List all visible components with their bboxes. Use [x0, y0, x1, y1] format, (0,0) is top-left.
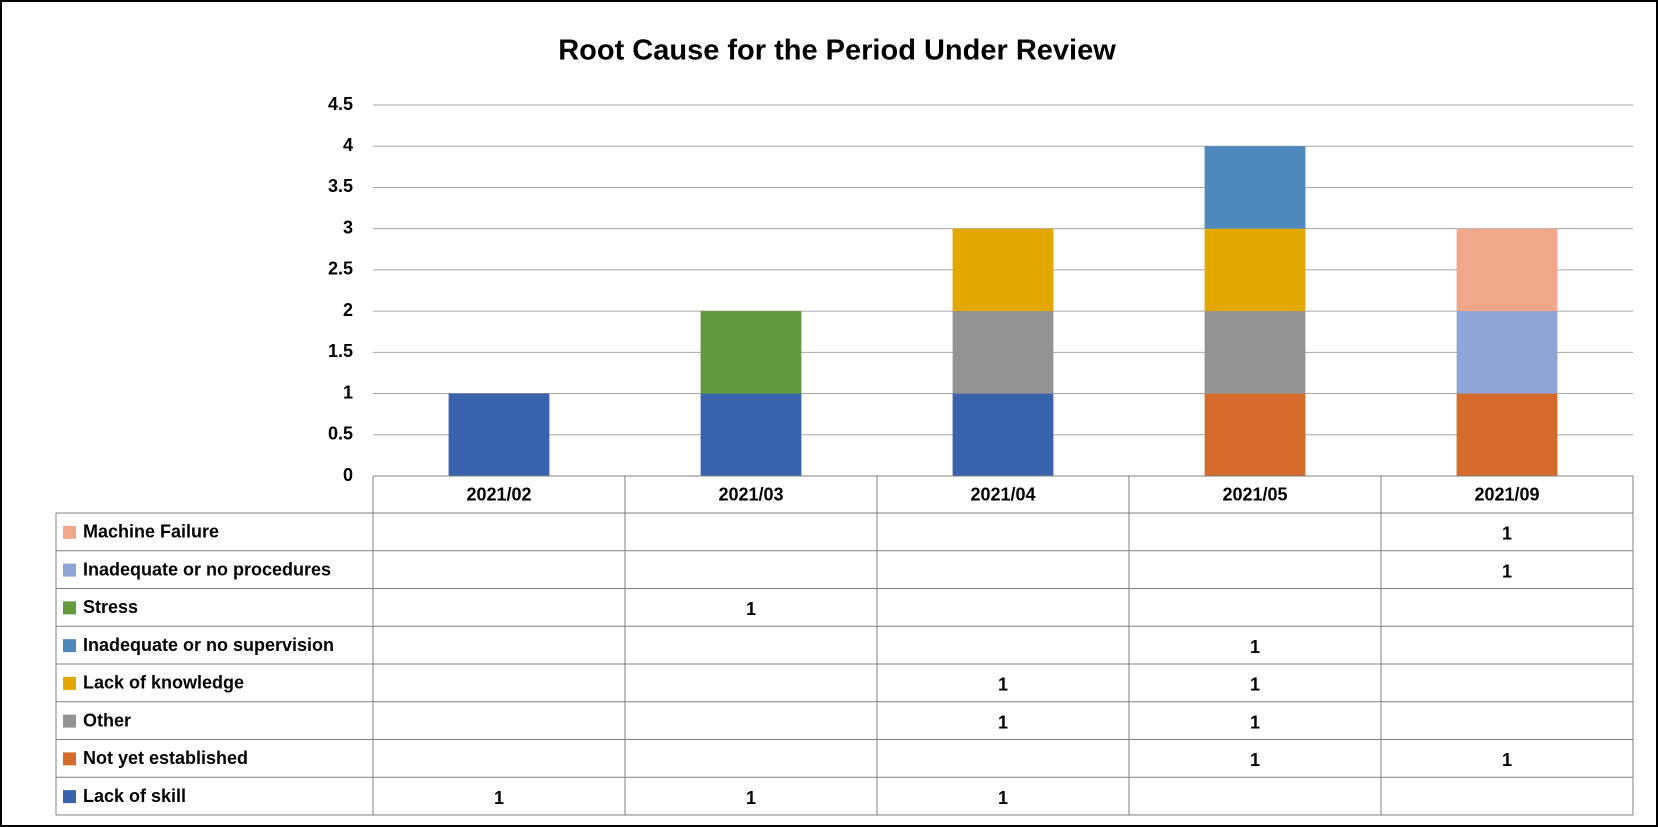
y-tick-label: 0 — [343, 465, 353, 485]
bar-segment — [952, 228, 1054, 312]
legend-label: Not yet established — [83, 748, 248, 768]
x-tick-label: 2021/04 — [970, 484, 1035, 504]
legend-label: Other — [83, 710, 131, 730]
y-tick-label: 0.5 — [328, 424, 353, 444]
table-value: 1 — [1502, 524, 1512, 544]
legend-label: Inadequate or no supervision — [83, 635, 334, 655]
y-tick-label: 3 — [343, 217, 353, 237]
legend-swatch — [63, 639, 76, 653]
table-value: 1 — [746, 788, 756, 808]
y-tick-label: 3.5 — [328, 176, 353, 196]
bar-segment — [1204, 393, 1306, 476]
y-tick-label: 4 — [343, 135, 353, 155]
legend-label: Lack of skill — [83, 786, 186, 806]
legend-label: Inadequate or no procedures — [83, 559, 331, 579]
bar-segment — [448, 393, 550, 476]
legend-swatch — [63, 752, 76, 766]
bar-segment — [700, 311, 802, 394]
legend-label: Machine Failure — [83, 522, 219, 542]
x-tick-label: 2021/05 — [1222, 484, 1287, 504]
legend-swatch — [63, 790, 76, 804]
bar-segment — [1456, 311, 1558, 394]
table-value: 1 — [998, 712, 1008, 732]
bar-segment — [1456, 228, 1558, 312]
x-tick-label: 2021/02 — [466, 484, 531, 504]
bar-segment — [1204, 146, 1306, 229]
legend-label: Stress — [83, 597, 138, 617]
chart-title: Root Cause for the Period Under Review — [558, 35, 1116, 67]
legend-swatch — [63, 525, 76, 539]
table-value: 1 — [1250, 675, 1260, 695]
legend-swatch — [63, 601, 76, 615]
bar-segment — [700, 393, 802, 476]
table-value: 1 — [746, 599, 756, 619]
table-value: 1 — [998, 788, 1008, 808]
bar-segment — [1456, 393, 1558, 476]
y-tick-label: 2 — [343, 300, 353, 320]
legend-swatch — [63, 563, 76, 577]
legend-swatch — [63, 676, 76, 690]
y-tick-label: 1.5 — [328, 341, 353, 361]
x-tick-label: 2021/03 — [718, 484, 783, 504]
table-value: 1 — [998, 675, 1008, 695]
legend-label: Lack of knowledge — [83, 673, 244, 693]
table-value: 1 — [1250, 637, 1260, 657]
table-value: 1 — [1250, 750, 1260, 770]
x-tick-label: 2021/09 — [1474, 484, 1539, 504]
bar-segment — [952, 311, 1054, 394]
y-tick-label: 1 — [343, 382, 353, 402]
table-value: 1 — [1250, 712, 1260, 732]
table-value: 1 — [1502, 750, 1512, 770]
table-value: 1 — [1502, 561, 1512, 581]
y-tick-label: 2.5 — [328, 259, 353, 279]
y-tick-label: 4.5 — [328, 94, 353, 114]
bar-segment — [1204, 228, 1306, 312]
bar-segment — [1204, 311, 1306, 394]
bar-segment — [952, 393, 1054, 476]
legend-swatch — [63, 714, 76, 728]
table-value: 1 — [494, 788, 504, 808]
